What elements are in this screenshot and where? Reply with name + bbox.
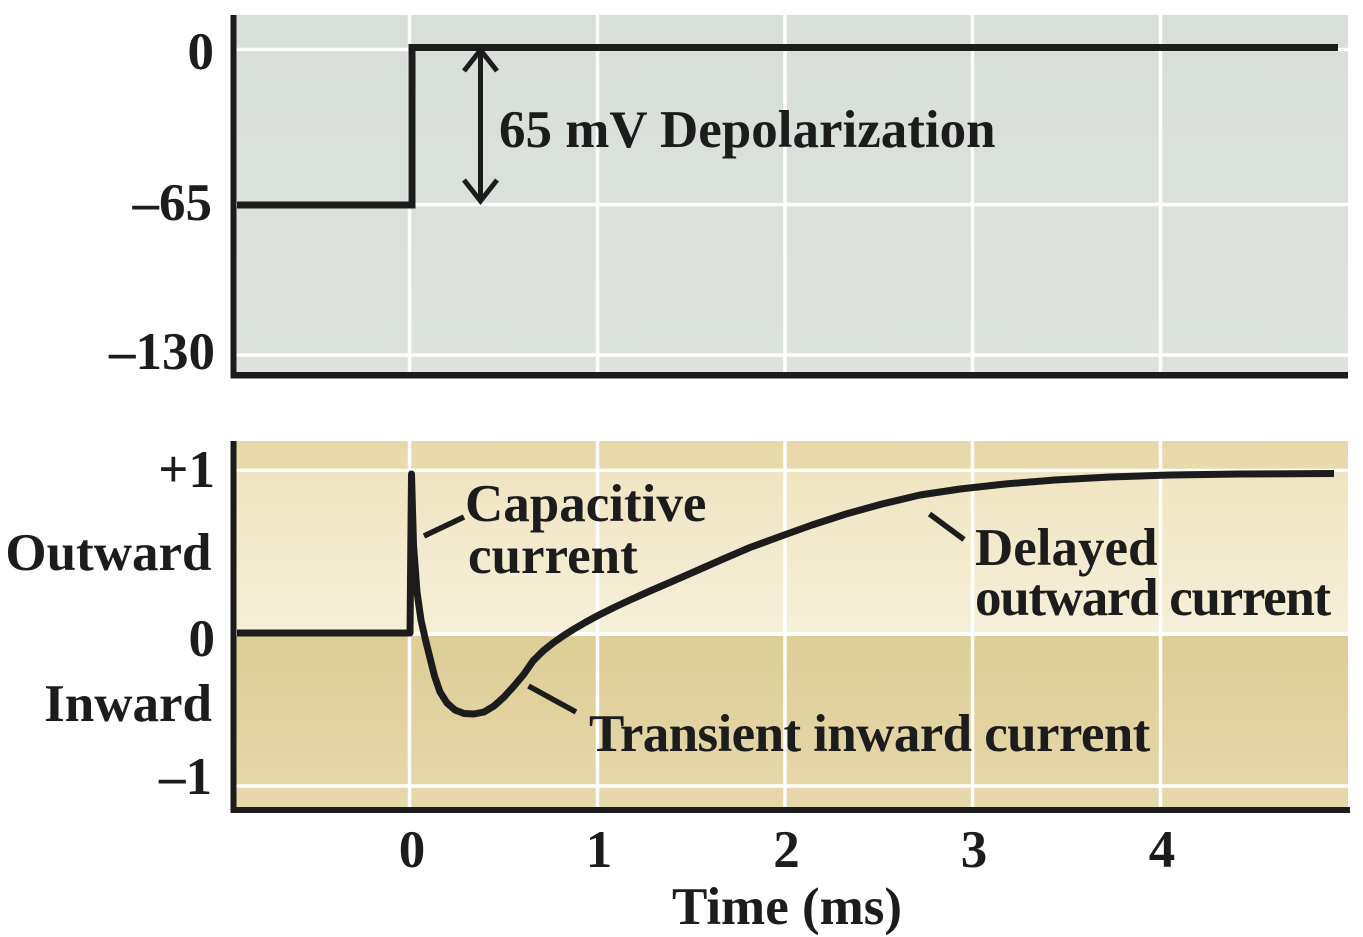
svg-text:2: 2	[773, 821, 800, 879]
svg-text:Inward: Inward	[44, 675, 212, 733]
svg-text:–65: –65	[132, 174, 213, 232]
svg-text:Outward: Outward	[5, 524, 211, 582]
svg-text:4: 4	[1149, 821, 1176, 879]
svg-text:1: 1	[586, 821, 613, 879]
svg-text:Capacitive: Capacitive	[465, 475, 706, 533]
svg-text:0: 0	[189, 610, 216, 668]
svg-text:+1: +1	[158, 441, 215, 499]
svg-text:Delayed: Delayed	[975, 519, 1158, 577]
svg-text:Time (ms): Time (ms)	[672, 878, 902, 936]
svg-text:0: 0	[188, 23, 215, 81]
svg-text:0: 0	[399, 821, 426, 879]
svg-text:3: 3	[961, 821, 988, 879]
svg-text:65 mV Depolarization: 65 mV Depolarization	[499, 101, 996, 159]
svg-text:outward current: outward current	[975, 569, 1332, 627]
svg-text:–1: –1	[158, 748, 212, 806]
svg-text:current: current	[468, 527, 638, 585]
svg-text:–130: –130	[108, 323, 215, 381]
svg-text:Transient inward current: Transient inward current	[589, 705, 1151, 763]
